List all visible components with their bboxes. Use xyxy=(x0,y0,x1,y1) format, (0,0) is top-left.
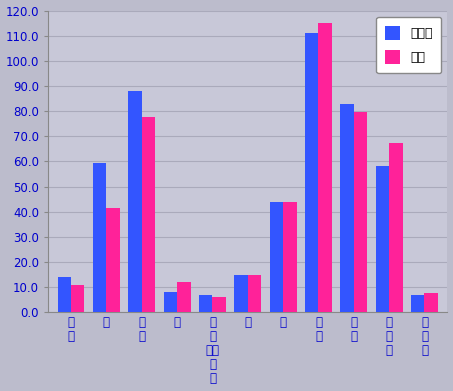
Legend: 新潟県, 全国: 新潟県, 全国 xyxy=(376,17,441,73)
Bar xyxy=(424,293,438,312)
Bar xyxy=(411,295,424,312)
Bar xyxy=(199,295,212,312)
Bar xyxy=(305,33,318,312)
Bar xyxy=(248,274,261,312)
Bar xyxy=(58,277,71,312)
Bar xyxy=(376,167,389,312)
Bar xyxy=(106,208,120,312)
Bar xyxy=(71,285,85,312)
Bar xyxy=(234,274,248,312)
Bar xyxy=(177,282,191,312)
Bar xyxy=(164,292,177,312)
Bar xyxy=(354,112,367,312)
Bar xyxy=(93,163,106,312)
Bar xyxy=(389,143,403,312)
Bar xyxy=(128,91,142,312)
Bar xyxy=(270,202,283,312)
Bar xyxy=(212,297,226,312)
Bar xyxy=(283,202,297,312)
Bar xyxy=(142,117,155,312)
Bar xyxy=(340,104,354,312)
Bar xyxy=(318,23,332,312)
